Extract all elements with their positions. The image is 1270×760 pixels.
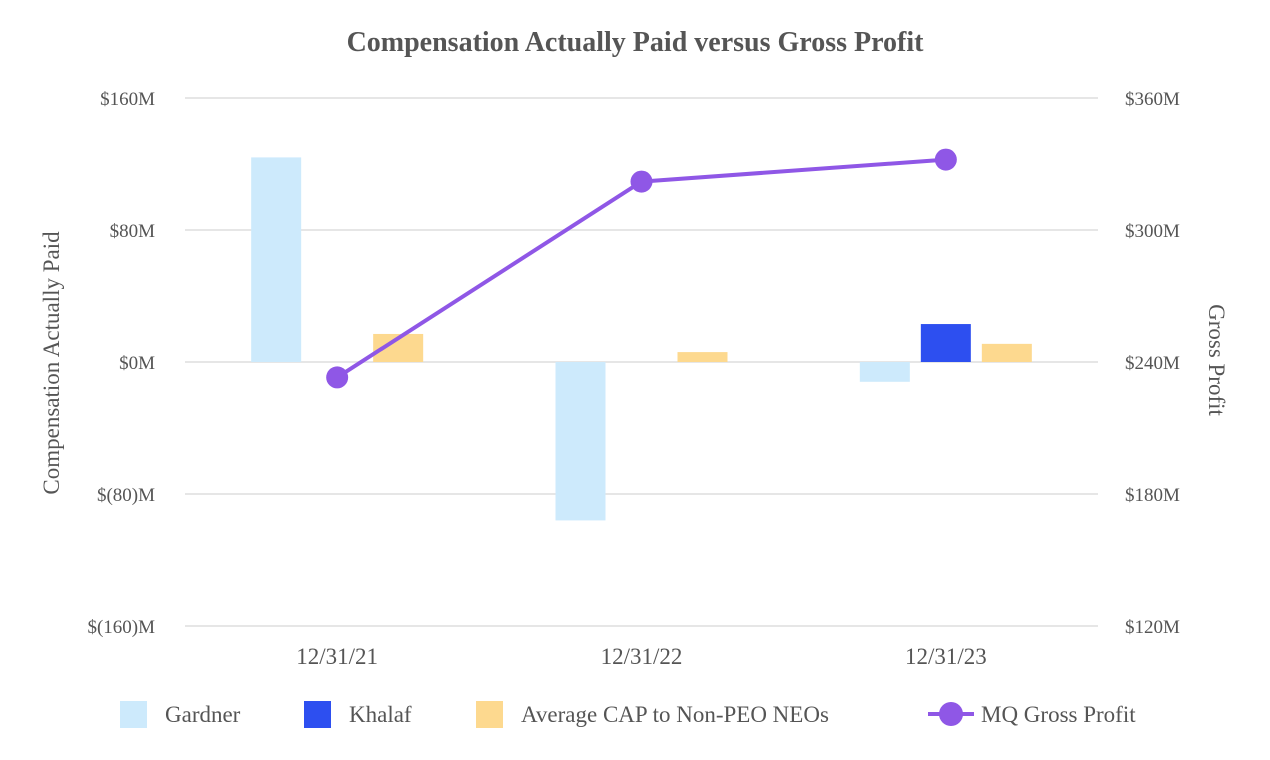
legend-swatch-average-cap-to-non-peo-neos xyxy=(476,701,503,728)
left-axis-ticks: $160M $80M $0M $(80)M $(160)M xyxy=(87,89,155,638)
right-tick-label: $240M xyxy=(1125,353,1180,374)
right-axis-ticks: $360M $300M $240M $180M $120M xyxy=(1125,89,1180,638)
category-label: 12/31/21 xyxy=(296,644,378,669)
left-tick-label: $(80)M xyxy=(97,485,155,506)
legend-label-mq-gross-profit: MQ Gross Profit xyxy=(981,702,1136,727)
right-tick-label: $120M xyxy=(1125,617,1180,638)
gross-profit-point xyxy=(326,366,349,389)
bar-khalaf xyxy=(920,324,971,362)
right-tick-label: $180M xyxy=(1125,485,1180,506)
legend-swatch-gardner xyxy=(120,701,147,728)
legend-label-gardner: Gardner xyxy=(165,702,241,727)
left-tick-label: $(160)M xyxy=(87,617,155,638)
bars xyxy=(251,157,1032,521)
gross-profit-point xyxy=(934,148,957,171)
bar-average-cap-to-non-peo-neos xyxy=(981,343,1032,362)
legend: Gardner Khalaf Average CAP to Non-PEO NEOs… xyxy=(120,701,1136,728)
left-tick-label: $160M xyxy=(100,89,155,110)
bar-gardner xyxy=(555,362,606,521)
legend-marker-mq-gross-profit xyxy=(939,702,963,726)
legend-label-average-cap-to-non-peo-neos: Average CAP to Non-PEO NEOs xyxy=(521,702,829,727)
left-tick-label: $80M xyxy=(110,221,156,242)
chart-title: Compensation Actually Paid versus Gross … xyxy=(347,27,925,58)
gross-profit-point xyxy=(630,170,653,193)
left-tick-label: $0M xyxy=(119,353,155,374)
right-axis-label: Gross Profit xyxy=(1204,304,1229,416)
category-label: 12/31/22 xyxy=(601,644,683,669)
right-tick-label: $300M xyxy=(1125,221,1180,242)
right-tick-label: $360M xyxy=(1125,89,1180,110)
left-axis-label: Compensation Actually Paid xyxy=(39,231,64,495)
gross-profit-line xyxy=(326,148,957,389)
bar-average-cap-to-non-peo-neos xyxy=(677,352,728,362)
legend-swatch-khalaf xyxy=(304,701,331,728)
category-labels: 12/31/21 12/31/22 12/31/23 xyxy=(296,644,986,669)
bar-gardner xyxy=(251,157,302,362)
legend-label-khalaf: Khalaf xyxy=(349,702,412,727)
category-label: 12/31/23 xyxy=(905,644,987,669)
bar-gardner xyxy=(859,362,910,382)
gridlines xyxy=(185,97,1098,627)
